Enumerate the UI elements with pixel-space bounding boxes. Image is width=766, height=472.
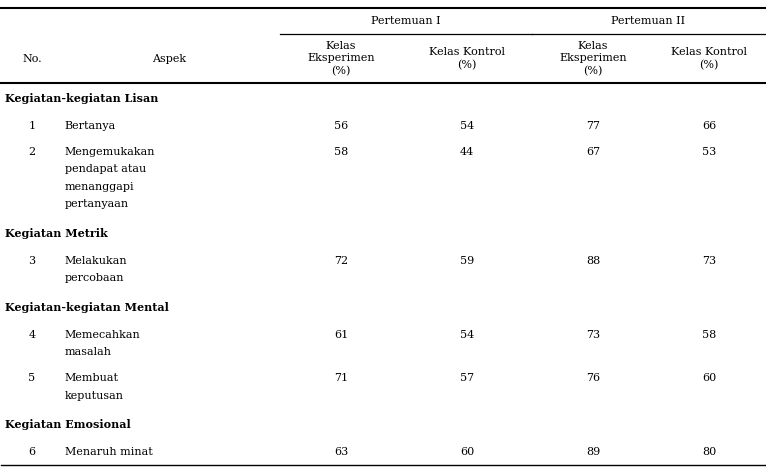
Text: 59: 59 xyxy=(460,256,474,266)
Text: 6: 6 xyxy=(28,447,35,457)
Text: keputusan: keputusan xyxy=(65,391,124,401)
Text: Melakukan: Melakukan xyxy=(65,256,127,266)
Text: 71: 71 xyxy=(334,373,348,383)
Text: masalah: masalah xyxy=(65,347,112,357)
Text: Pertemuan II: Pertemuan II xyxy=(611,17,686,26)
Text: Membuat: Membuat xyxy=(65,373,119,383)
Text: 4: 4 xyxy=(28,329,35,339)
Text: 67: 67 xyxy=(586,147,600,157)
Text: Kelas
Eksperimen
(%): Kelas Eksperimen (%) xyxy=(559,41,627,76)
Text: Mengemukakan: Mengemukakan xyxy=(65,147,155,157)
Text: 72: 72 xyxy=(334,256,348,266)
Text: 63: 63 xyxy=(334,447,349,457)
Text: 54: 54 xyxy=(460,329,474,339)
Text: Kelas Kontrol
(%): Kelas Kontrol (%) xyxy=(429,47,505,70)
Text: Pertemuan I: Pertemuan I xyxy=(371,17,440,26)
Text: 73: 73 xyxy=(702,256,716,266)
Text: Memecahkan: Memecahkan xyxy=(65,329,140,339)
Text: 54: 54 xyxy=(460,120,474,131)
Text: 88: 88 xyxy=(586,256,600,266)
Text: percobaan: percobaan xyxy=(65,273,124,283)
Text: Kegiatan Emosional: Kegiatan Emosional xyxy=(5,419,131,430)
Text: Kelas Kontrol
(%): Kelas Kontrol (%) xyxy=(671,47,748,70)
Text: pertanyaan: pertanyaan xyxy=(65,199,129,210)
Text: Kegiatan-kegiatan Lisan: Kegiatan-kegiatan Lisan xyxy=(5,93,159,103)
Text: 60: 60 xyxy=(702,373,716,383)
Text: 5: 5 xyxy=(28,373,35,383)
Text: 73: 73 xyxy=(586,329,600,339)
Text: 60: 60 xyxy=(460,447,474,457)
Text: Kegiatan Metrik: Kegiatan Metrik xyxy=(5,228,108,239)
Text: Aspek: Aspek xyxy=(152,54,186,64)
Text: 76: 76 xyxy=(586,373,600,383)
Text: Bertanya: Bertanya xyxy=(65,120,116,131)
Text: 44: 44 xyxy=(460,147,474,157)
Text: 2: 2 xyxy=(28,147,35,157)
Text: 57: 57 xyxy=(460,373,474,383)
Text: Menaruh minat: Menaruh minat xyxy=(65,447,152,457)
Text: No.: No. xyxy=(22,54,41,64)
Text: 56: 56 xyxy=(334,120,349,131)
Text: Kelas
Eksperimen
(%): Kelas Eksperimen (%) xyxy=(307,41,375,76)
Text: 58: 58 xyxy=(334,147,349,157)
Text: 61: 61 xyxy=(334,329,349,339)
Text: 77: 77 xyxy=(586,120,600,131)
Text: 80: 80 xyxy=(702,447,716,457)
Text: 3: 3 xyxy=(28,256,35,266)
Text: pendapat atau: pendapat atau xyxy=(65,164,146,174)
Text: menanggapi: menanggapi xyxy=(65,182,134,192)
Text: Kegiatan-kegiatan Mental: Kegiatan-kegiatan Mental xyxy=(5,302,169,312)
Text: 1: 1 xyxy=(28,120,35,131)
Text: 66: 66 xyxy=(702,120,716,131)
Text: 89: 89 xyxy=(586,447,600,457)
Text: 58: 58 xyxy=(702,329,716,339)
Text: 53: 53 xyxy=(702,147,716,157)
